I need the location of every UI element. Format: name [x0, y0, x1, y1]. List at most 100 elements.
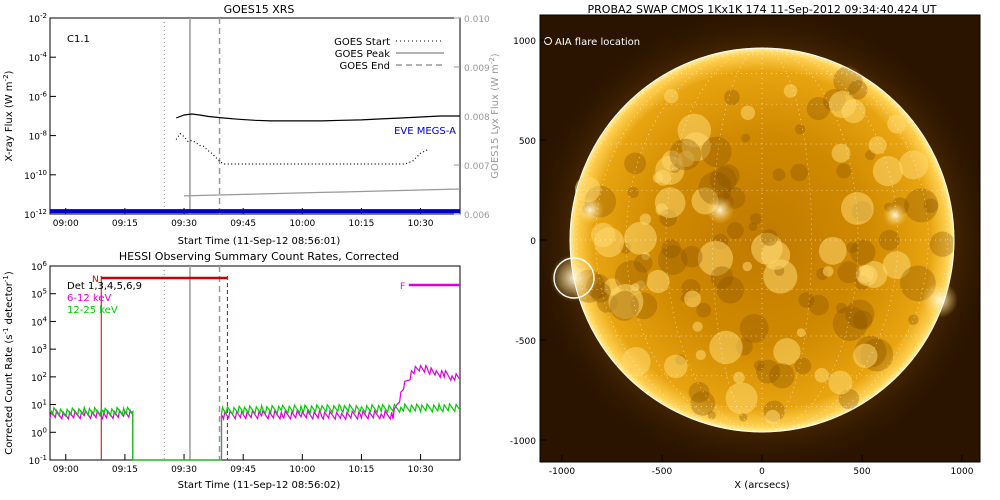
swap-dark-patch — [846, 241, 858, 254]
swap-dark-patch — [832, 306, 868, 341]
swap-dark-patch — [657, 245, 688, 275]
swap-y-tick-label: -500 — [516, 337, 537, 347]
goes-plot-frame — [49, 17, 461, 215]
swap-dark-patch — [836, 163, 852, 179]
swap-bright-patch — [664, 89, 679, 104]
goes-x-tick-label: 10:00 — [289, 219, 315, 229]
swap-dark-patch — [681, 245, 703, 268]
goes-legend-peak-label: GOES Peak — [335, 49, 390, 60]
swap-bright-patch — [661, 150, 683, 172]
swap-grid-longitude — [576, 47, 763, 433]
swap-grid-longitude — [761, 47, 899, 433]
hessi-event-lines — [100, 266, 228, 460]
swap-bright-patch — [608, 284, 644, 319]
swap-dark-patch — [756, 359, 780, 384]
goes-x-tick-label: 09:45 — [230, 219, 256, 229]
swap-dark-patch — [709, 166, 737, 194]
swap-bright-patch — [761, 240, 791, 270]
goes-eve-label: EVE MEGS-A — [394, 126, 456, 137]
swap-dark-patch — [929, 231, 956, 257]
swap-dark-patch — [741, 133, 751, 143]
goes-y2-tick-label: 0.006 — [464, 211, 490, 221]
swap-x-axis: -1000 -500 0 500 1000 — [549, 455, 974, 477]
hessi-plot-frame — [49, 265, 461, 461]
swap-y-tick-label: 0 — [530, 237, 536, 247]
swap-dark-patch — [845, 299, 875, 329]
swap-panel: PROBA2 SWAP CMOS 1Kx1K 174 11-Sep-2012 0… — [510, 3, 981, 491]
swap-flare-marker — [553, 257, 595, 299]
goes-x-tick-label: 09:30 — [171, 219, 197, 229]
swap-bright-patch — [853, 343, 878, 368]
goes-series-line-2 — [183, 188, 461, 197]
goes-flare-class: C1.1 — [67, 34, 90, 45]
goes-y-tick-label: 10-6 — [29, 90, 48, 103]
swap-bright-patch — [624, 221, 657, 255]
swap-dark-patch — [772, 168, 786, 182]
swap-bright-patch — [695, 349, 706, 361]
swap-bright-patch — [654, 187, 686, 218]
swap-dark-patch — [837, 261, 860, 284]
swap-aia-label: AIA flare location — [555, 37, 640, 48]
swap-frame — [539, 14, 981, 463]
swap-bright-patch — [783, 84, 798, 98]
swap-dark-patch — [848, 80, 868, 100]
swap-bright-patch — [882, 251, 911, 279]
goes-panel: GOES15 XRS 10-12 10-10 10-8 10-6 10-4 10-2 0.… — [2, 3, 501, 247]
swap-dark-patch — [633, 253, 653, 273]
swap-bright-patch — [855, 265, 874, 283]
swap-dark-patch — [833, 66, 863, 96]
swap-bright-patch — [652, 172, 664, 184]
swap-dark-patch — [794, 124, 806, 135]
swap-active-region-1 — [576, 196, 604, 224]
goes-title: GOES15 XRS — [224, 3, 295, 16]
hessi-legend-12-25: 12-25 keV — [67, 305, 118, 316]
hessi-x-tick-label: 10:30 — [408, 465, 434, 475]
swap-dark-patch — [923, 198, 939, 213]
hessi-y-tick-label: 100 — [31, 426, 47, 439]
swap-active-regions — [550, 66, 958, 425]
goes-ylabel: X-ray Flux (W m-2) — [2, 70, 15, 161]
hessi-x-tick-label: 10:15 — [348, 465, 374, 475]
swap-dark-patch — [710, 266, 734, 289]
goes-x-tick-label: 10:30 — [408, 219, 434, 229]
goes-y2-tick-label: 0.008 — [464, 113, 490, 123]
swap-active-region-4 — [706, 196, 734, 224]
hessi-y-tick-label: 102 — [31, 371, 47, 384]
goes-x-tick-label: 09:00 — [53, 219, 79, 229]
hessi-y-axis: 10-1 100 101 102 103 104 105 106 — [29, 260, 56, 467]
swap-dark-patch — [696, 302, 712, 318]
swap-bright-patch — [646, 269, 670, 294]
hessi-x-axis: 09:00 09:15 09:30 09:45 10:00 10:15 10:30 — [53, 454, 434, 475]
swap-dark-patch — [753, 360, 765, 371]
swap-dark-patch — [624, 152, 646, 175]
hessi-x-tick-label: 09:00 — [53, 465, 79, 475]
hessi-f-flag: F — [400, 282, 405, 292]
goes-y2-axis: 0.006 0.007 0.008 0.009 0.010 — [454, 15, 490, 221]
swap-dark-patch — [852, 310, 873, 330]
hessi-x-tick-label: 09:15 — [112, 465, 138, 475]
goes-event-lines — [163, 18, 221, 214]
swap-bright-patch — [692, 321, 703, 332]
swap-dark-patch — [707, 411, 716, 420]
swap-title: PROBA2 SWAP CMOS 1Kx1K 174 11-Sep-2012 0… — [588, 3, 937, 16]
hessi-y-tick-label: 103 — [31, 343, 47, 356]
goes-y2-tick-label: 0.010 — [464, 15, 490, 25]
swap-bright-patch — [868, 136, 887, 155]
swap-bright-patch — [733, 371, 745, 384]
hessi-y-tick-label: 105 — [31, 288, 47, 301]
hessi-legend-det: Det 1,3,4,5,6,9 — [67, 281, 142, 292]
swap-grid-longitude — [761, 47, 948, 433]
swap-x-tick-label: 0 — [759, 467, 765, 477]
swap-y-tick-label: 1000 — [513, 37, 536, 47]
swap-bright-patch — [740, 105, 756, 121]
hessi-panel: HESSI Observing Summary Count Rates, Cor… — [2, 250, 461, 491]
goes-y-tick-label: 10-2 — [29, 12, 47, 25]
swap-dark-patch — [627, 186, 639, 198]
goes-xlabel: Start Time (11-Sep-12 08:56:01) — [178, 236, 341, 247]
swap-bright-patch — [574, 176, 601, 203]
swap-y-axis: 1000 500 0 -500 -1000 — [510, 37, 547, 447]
swap-dark-patch — [790, 163, 808, 182]
goes-y2label: GOES15 Lyx Flux (W m-2) — [488, 53, 501, 179]
goes-legend-start-label: GOES Start — [334, 37, 390, 48]
swap-bright-patch — [872, 156, 904, 187]
